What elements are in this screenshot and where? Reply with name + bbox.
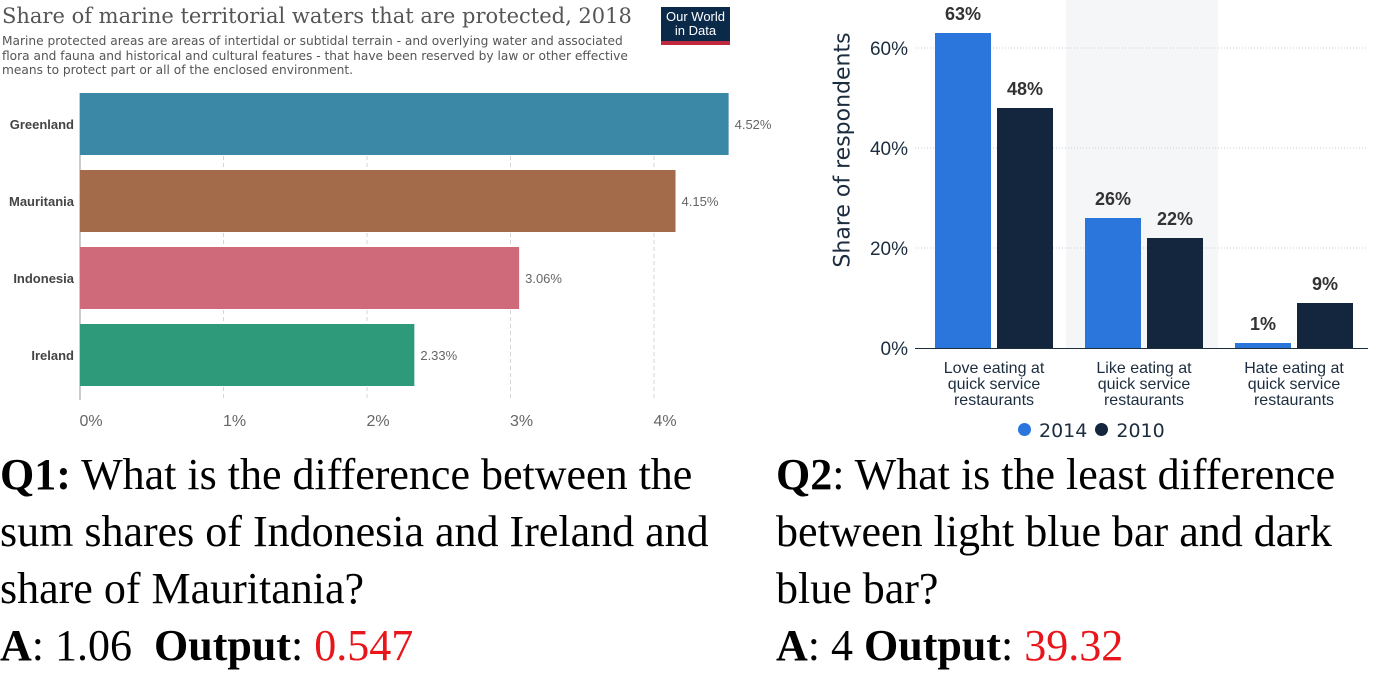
- q2-answer-line: A: 4 Output: 39.32: [776, 621, 1124, 670]
- q2-block: Q2: What is the least difference between…: [776, 446, 1388, 674]
- x-category-label-line: Hate eating at: [1244, 360, 1344, 377]
- y-tick-label: 20%: [870, 239, 908, 260]
- q2-answer-label: A: [776, 621, 808, 670]
- legend-label-2014: 2014: [1039, 420, 1088, 442]
- q1-block: Q1: What is the difference between the s…: [0, 446, 740, 674]
- x-category-label-line: restaurants: [1254, 392, 1334, 409]
- x-category-label-line: quick service: [1098, 376, 1191, 393]
- bar-ireland: [80, 324, 415, 386]
- data-label-2010-2: 22%: [1157, 209, 1193, 229]
- q1-answer: : 1.06: [31, 621, 155, 670]
- bar-greenland: [80, 93, 729, 155]
- right-chart-panel: 0% 20% 40% 60% 63% 48% Love eating at quick ser…: [780, 0, 1388, 450]
- x-category-label-line: quick service: [948, 376, 1041, 393]
- q1-answer-label: A: [0, 621, 32, 670]
- value-label-indonesia: 3.06%: [525, 271, 562, 286]
- owid-logo-line1: Our World: [666, 9, 725, 24]
- q2-question: Q2: What is the least difference between…: [776, 446, 1388, 617]
- owid-logo: Our World in Data: [661, 7, 730, 45]
- x-category-label-line: Love eating at: [944, 360, 1045, 377]
- left-chart-title: Share of marine territorial waters that …: [2, 4, 632, 28]
- x-tick-label: 4%: [653, 413, 676, 430]
- right-chart-legend: 2014 2010: [1018, 420, 1165, 442]
- category-label-ireland: Ireland: [31, 348, 74, 363]
- owid-logo-line2: in Data: [674, 23, 717, 38]
- q1-question: Q1: What is the difference between the s…: [0, 446, 740, 617]
- q2-output-label: Output: [864, 621, 1001, 670]
- x-tick-label: 2%: [366, 413, 389, 430]
- q2-output: 39.32: [1024, 621, 1124, 670]
- q1-output: 0.547: [314, 621, 414, 670]
- y-tick-label: 0%: [881, 339, 909, 360]
- q2-label: Q2: [776, 450, 833, 499]
- left-chart-subtitle: Marine protected areas are areas of inte…: [2, 34, 628, 77]
- bar-2010-1: [997, 108, 1053, 348]
- bar-2010-2: [1147, 238, 1203, 348]
- data-label-2014-2: 26%: [1095, 189, 1131, 209]
- q2-text: : What is the least difference between l…: [776, 450, 1336, 613]
- left-chart-panel: Share of marine territorial waters that …: [0, 0, 780, 440]
- bar-mauritania: [80, 170, 676, 232]
- legend-item-2010: 2010: [1087, 420, 1165, 442]
- category-label-indonesia: Indonesia: [13, 271, 74, 286]
- bar-2014-2: [1085, 218, 1141, 348]
- q1-label: Q1:: [0, 450, 71, 499]
- category-label-mauritania: Mauritania: [9, 194, 75, 209]
- legend-item-2014: 2014: [1018, 420, 1087, 442]
- value-label-greenland: 4.52%: [735, 117, 772, 132]
- x-category-label-line: Like eating at: [1096, 360, 1192, 377]
- y-tick-label: 40%: [870, 139, 908, 160]
- value-label-ireland: 2.33%: [420, 348, 457, 363]
- legend-dot-2010: [1095, 423, 1109, 436]
- q1-output-label: Output: [154, 621, 291, 670]
- x-tick-label: 3%: [510, 413, 533, 430]
- legend-dot-2014: [1018, 423, 1031, 436]
- bar-2014-1: [935, 33, 991, 348]
- x-tick-label: 1%: [223, 413, 246, 430]
- x-category-label-line: restaurants: [1104, 392, 1184, 409]
- data-label-2010-1: 48%: [1007, 79, 1043, 99]
- category-label-greenland: Greenland: [10, 117, 74, 132]
- value-label-mauritania: 4.15%: [682, 194, 719, 209]
- x-tick-label: 0%: [79, 413, 102, 430]
- q1-text: What is the difference between the sum s…: [0, 450, 709, 613]
- bar-indonesia: [80, 247, 520, 309]
- q2-answer: : 4: [807, 621, 865, 670]
- x-category-label-line: quick service: [1248, 376, 1341, 393]
- data-label-2010-3: 9%: [1312, 274, 1338, 294]
- bar-2014-3: [1235, 343, 1291, 348]
- left-bar-chart: 0% 1% 2% 3% 4% Greenland 4.52% Mauritania 4.15% I…: [9, 93, 772, 430]
- bar-2010-3: [1297, 303, 1353, 348]
- x-category-label-line: restaurants: [954, 392, 1034, 409]
- y-tick-label: 60%: [870, 39, 908, 60]
- data-label-2014-3: 1%: [1250, 314, 1276, 334]
- data-label-2014-1: 63%: [945, 4, 981, 24]
- legend-label-2010: 2010: [1116, 420, 1165, 442]
- right-chart-y-axis-label: Share of respondents: [830, 32, 856, 268]
- q1-answer-line: A: 1.06 Output: 0.547: [0, 621, 414, 670]
